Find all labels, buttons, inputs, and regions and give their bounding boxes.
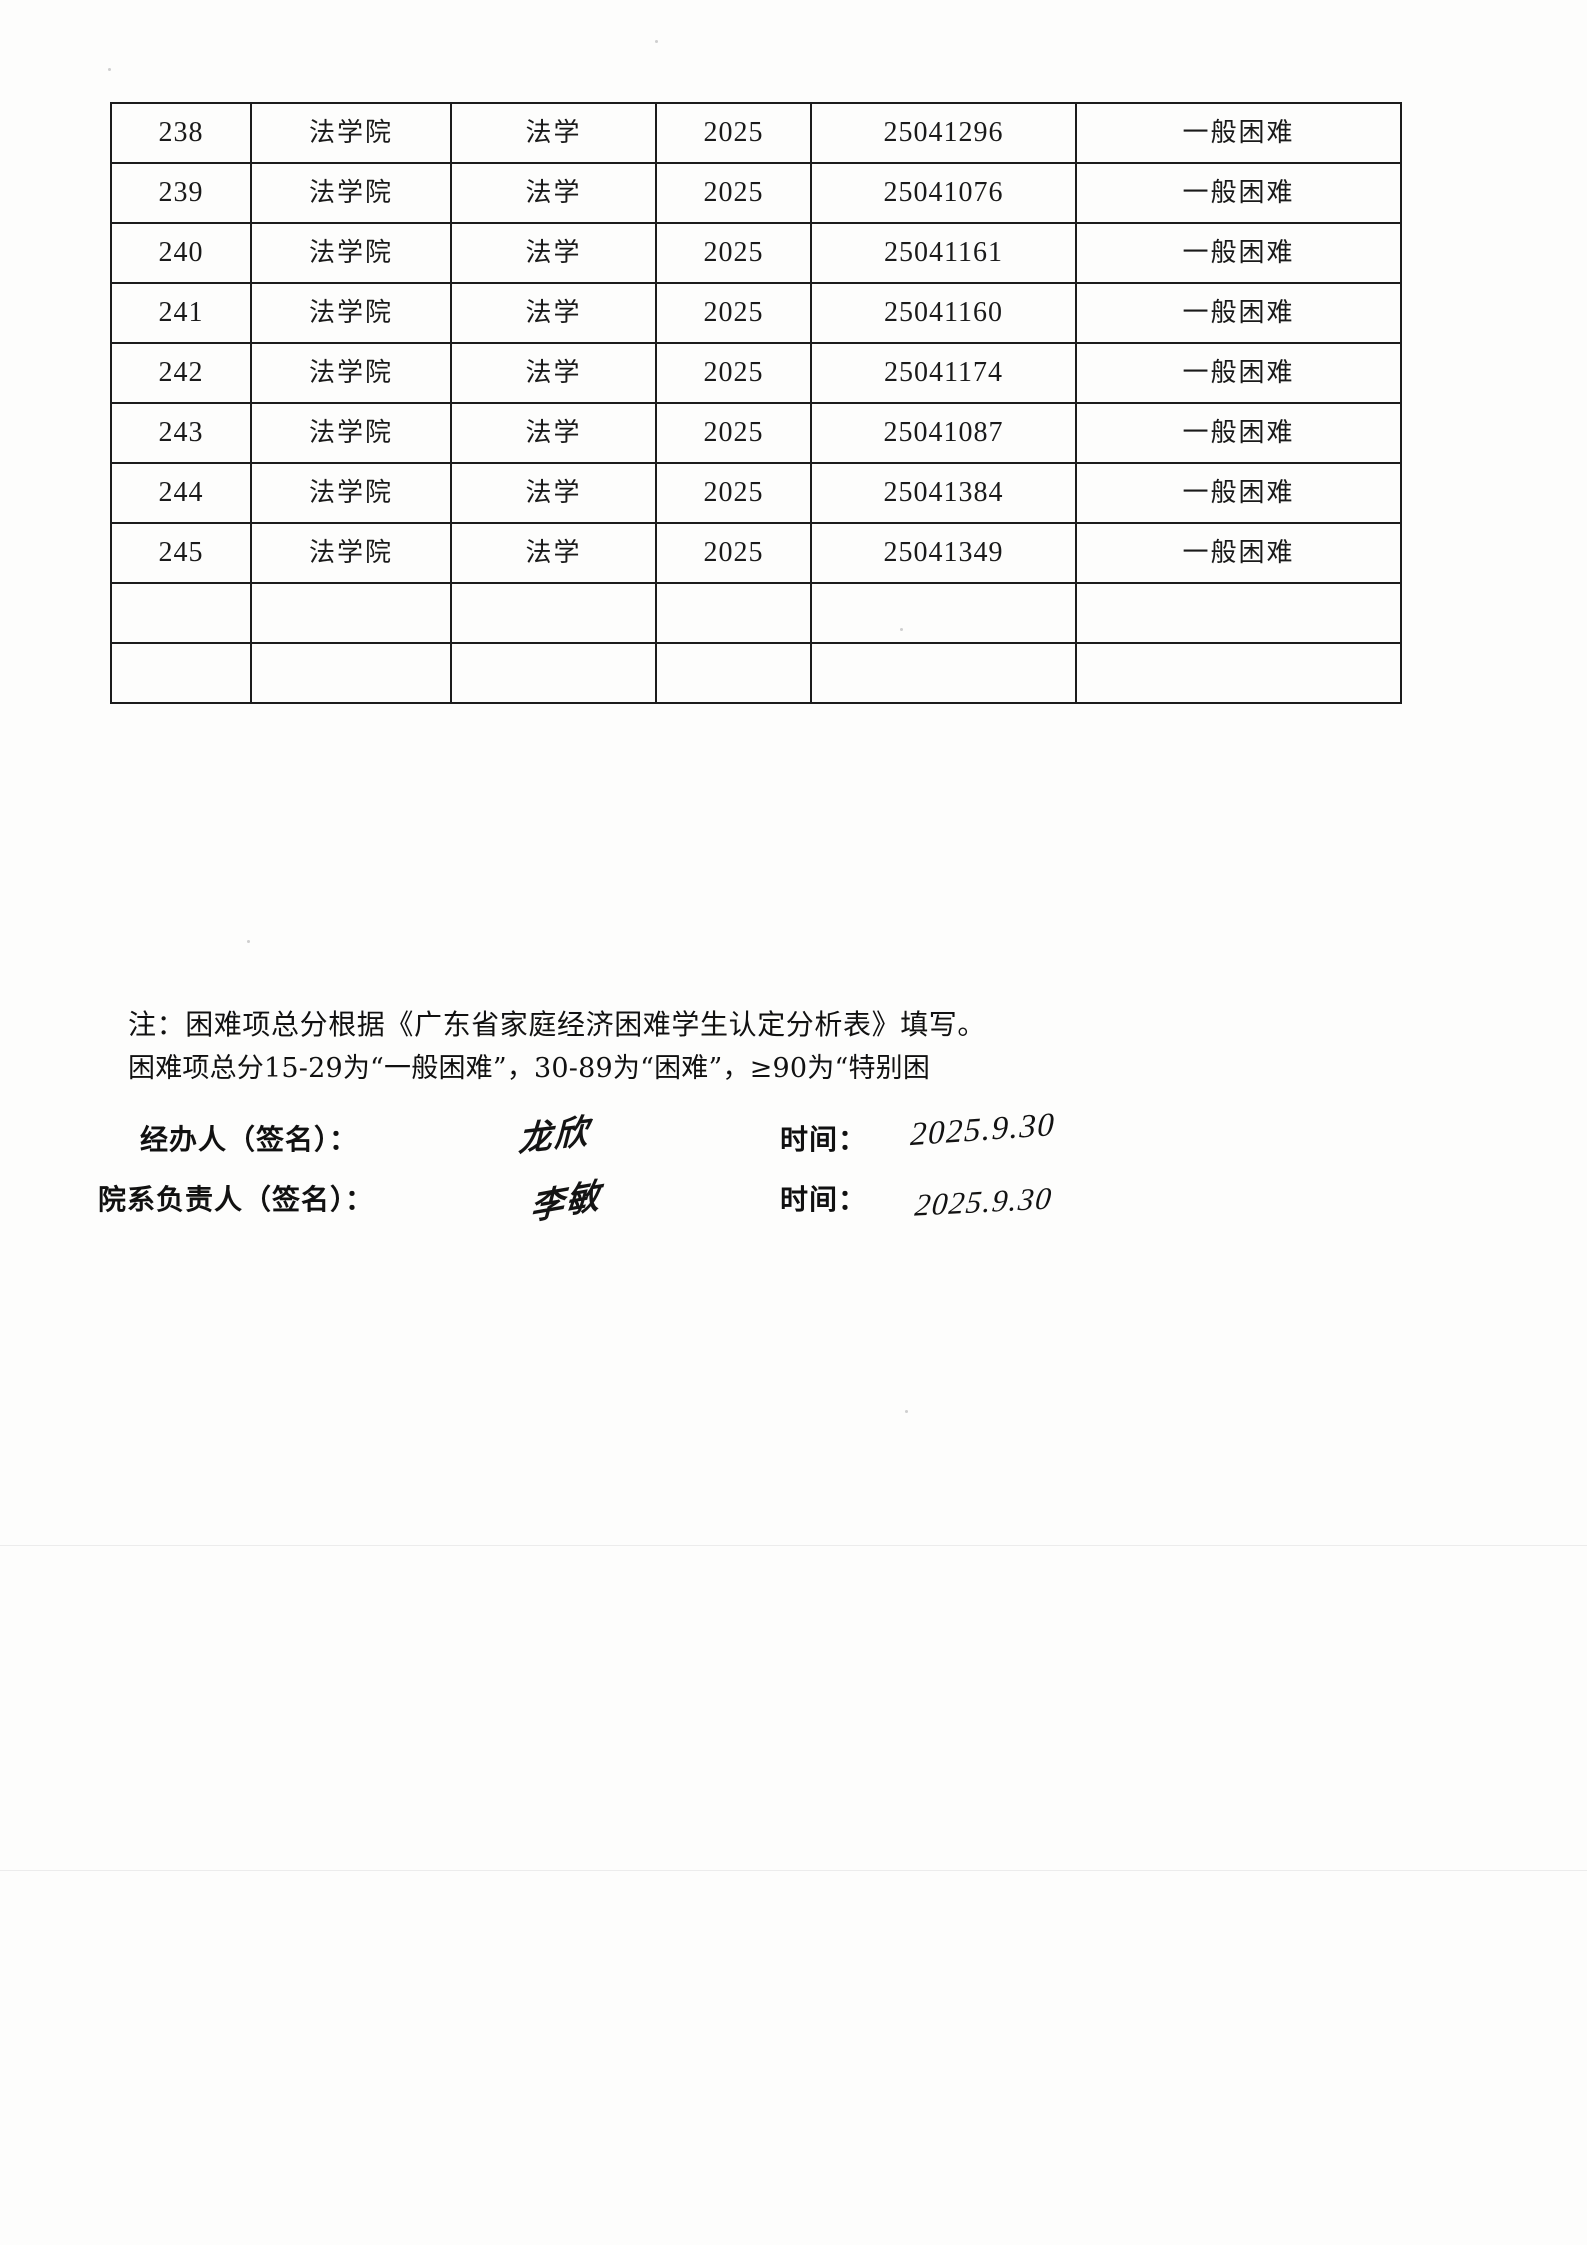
cell-year: 2025	[655, 222, 812, 284]
table-row: 242 法学院 法学 2025 25041174 一般困难	[110, 342, 1402, 404]
cell-year: 2025	[655, 282, 812, 344]
cell-seq: 240	[110, 222, 252, 284]
cell-student-id: 25041296	[810, 102, 1077, 164]
cell-college: 法学院	[250, 102, 452, 164]
handler-time-handwriting: 2025.9.30	[909, 1106, 1056, 1154]
cell-student-id: 25041384	[810, 462, 1077, 524]
scan-seam-line	[0, 1870, 1587, 1871]
note-block: 注：困难项总分根据《广东省家庭经济困难学生认定分析表》填写。 困难项总分15-2…	[128, 1002, 1458, 1091]
cell-student-id: 25041076	[810, 162, 1077, 224]
cell-college: 法学院	[250, 402, 452, 464]
cell-major	[450, 582, 657, 644]
cell-year: 2025	[655, 522, 812, 584]
cell-seq: 243	[110, 402, 252, 464]
roster-table-container: 238 法学院 法学 2025 25041296 一般困难 239 法学院 法学…	[110, 102, 1402, 704]
cell-major: 法学	[450, 342, 657, 404]
cell-seq: 241	[110, 282, 252, 344]
cell-major: 法学	[450, 222, 657, 284]
department-head-signature-label: 院系负责人（签名）：	[98, 1183, 375, 1216]
handler-time-label: 时间：	[780, 1123, 868, 1156]
cell-student-id: 25041087	[810, 402, 1077, 464]
cell-year	[655, 642, 812, 704]
cell-student-id	[810, 582, 1077, 644]
cell-level	[1075, 582, 1402, 644]
cell-college	[250, 642, 452, 704]
table-row-empty	[110, 642, 1402, 704]
signature-block: 经办人（签名）： 龙欣 时间： 2025.9.30 院系负责人（签名）： 李敏 …	[98, 1107, 1340, 1238]
cell-year	[655, 582, 812, 644]
cell-college: 法学院	[250, 222, 452, 284]
table-row-empty	[110, 582, 1402, 644]
cell-student-id: 25041161	[810, 222, 1077, 284]
table-row: 245 法学院 法学 2025 25041349 一般困难	[110, 522, 1402, 584]
cell-student-id: 25041349	[810, 522, 1077, 584]
cell-year: 2025	[655, 162, 812, 224]
scan-speckle	[655, 40, 658, 43]
cell-college: 法学院	[250, 342, 452, 404]
note-line-1: 注：困难项总分根据《广东省家庭经济困难学生认定分析表》填写。	[128, 1008, 987, 1041]
table-row: 239 法学院 法学 2025 25041076 一般困难	[110, 162, 1402, 224]
scan-speckle	[905, 1410, 908, 1413]
cell-major: 法学	[450, 462, 657, 524]
cell-level	[1075, 642, 1402, 704]
cell-college: 法学院	[250, 462, 452, 524]
cell-college: 法学院	[250, 162, 452, 224]
cell-major: 法学	[450, 402, 657, 464]
scan-speckle	[247, 940, 250, 943]
scan-speckle	[108, 68, 111, 71]
signature-row-department-head: 院系负责人（签名）： 李敏 时间： 2025.9.30	[98, 1175, 1340, 1230]
cell-seq	[110, 582, 252, 644]
cell-seq: 244	[110, 462, 252, 524]
cell-major: 法学	[450, 522, 657, 584]
roster-table: 238 法学院 法学 2025 25041296 一般困难 239 法学院 法学…	[110, 102, 1402, 704]
handler-signature-handwriting: 龙欣	[517, 1111, 591, 1161]
department-head-signature-handwriting: 李敏	[529, 1175, 603, 1229]
cell-student-id	[810, 642, 1077, 704]
cell-college: 法学院	[250, 522, 452, 584]
note-line-2: 困难项总分15-29为“一般困难”，30-89为“困难”，≥90为“特别困	[128, 1053, 931, 1085]
table-row: 241 法学院 法学 2025 25041160 一般困难	[110, 282, 1402, 344]
cell-seq: 242	[110, 342, 252, 404]
department-head-time-label: 时间：	[780, 1183, 868, 1216]
department-head-time-handwriting: 2025.9.30	[913, 1180, 1055, 1223]
cell-major: 法学	[450, 102, 657, 164]
cell-level: 一般困难	[1075, 222, 1402, 284]
cell-level: 一般困难	[1075, 162, 1402, 224]
cell-year: 2025	[655, 462, 812, 524]
cell-level: 一般困难	[1075, 522, 1402, 584]
cell-student-id: 25041160	[810, 282, 1077, 344]
cell-college: 法学院	[250, 282, 452, 344]
cell-level: 一般困难	[1075, 342, 1402, 404]
cell-seq: 238	[110, 102, 252, 164]
cell-level: 一般困难	[1075, 102, 1402, 164]
cell-major: 法学	[450, 162, 657, 224]
cell-student-id: 25041174	[810, 342, 1077, 404]
cell-seq	[110, 642, 252, 704]
cell-major	[450, 642, 657, 704]
handler-signature-label: 经办人（签名）：	[140, 1123, 359, 1156]
table-row: 244 法学院 法学 2025 25041384 一般困难	[110, 462, 1402, 524]
cell-year: 2025	[655, 102, 812, 164]
scan-seam-line	[0, 1545, 1587, 1546]
table-row: 243 法学院 法学 2025 25041087 一般困难	[110, 402, 1402, 464]
cell-seq: 245	[110, 522, 252, 584]
cell-seq: 239	[110, 162, 252, 224]
roster-table-body: 238 法学院 法学 2025 25041296 一般困难 239 法学院 法学…	[110, 102, 1402, 704]
cell-college	[250, 582, 452, 644]
signature-row-handler: 经办人（签名）： 龙欣 时间： 2025.9.30	[140, 1107, 1340, 1170]
cell-level: 一般困难	[1075, 462, 1402, 524]
cell-year: 2025	[655, 402, 812, 464]
cell-major: 法学	[450, 282, 657, 344]
table-row: 238 法学院 法学 2025 25041296 一般困难	[110, 102, 1402, 164]
cell-level: 一般困难	[1075, 282, 1402, 344]
cell-level: 一般困难	[1075, 402, 1402, 464]
table-row: 240 法学院 法学 2025 25041161 一般困难	[110, 222, 1402, 284]
cell-year: 2025	[655, 342, 812, 404]
